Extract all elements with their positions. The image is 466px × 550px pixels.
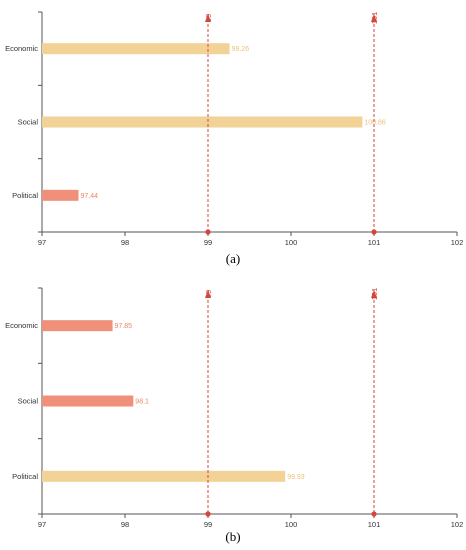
reference-label: 99 — [204, 14, 213, 22]
value-label: 99.93 — [287, 474, 305, 481]
chart-panel-a: 97 98 99 100 101 102 Economic 99.26 Social 100.86… — [5, 11, 464, 266]
x-tick-label: 98 — [121, 238, 129, 247]
reference-label: 101 — [370, 288, 379, 301]
category-label: Social — [18, 118, 39, 127]
reference-arrow-icon — [205, 14, 211, 22]
bar — [42, 116, 363, 128]
reference-label: 99 — [204, 290, 213, 298]
value-label: 100.86 — [364, 120, 386, 127]
reference-marker — [205, 229, 211, 235]
value-label: 97.85 — [115, 323, 133, 330]
value-label: 98.1 — [135, 399, 149, 406]
x-tick-label: 97 — [38, 238, 46, 247]
bar — [42, 320, 113, 332]
bar — [42, 43, 230, 55]
category-label: Political — [12, 472, 38, 481]
x-tick-label: 101 — [368, 238, 381, 247]
x-tick-label: 99 — [204, 238, 212, 247]
reference-arrow-icon — [205, 290, 211, 298]
category-label: Economic — [5, 321, 38, 330]
x-tick-label: 100 — [285, 238, 298, 247]
x-tick-label: 101 — [368, 520, 381, 529]
x-tick-label: 102 — [451, 520, 464, 529]
reference-marker — [205, 511, 211, 517]
category-label: Political — [12, 191, 38, 200]
value-label: 97.44 — [81, 193, 99, 200]
panel-caption: (a) — [226, 251, 240, 266]
bar — [42, 395, 134, 407]
x-tick-label: 100 — [285, 520, 298, 529]
reference-arrow-icon — [371, 290, 377, 298]
x-tick-label: 97 — [38, 520, 46, 529]
category-label: Economic — [5, 44, 38, 53]
x-tick-label: 98 — [121, 520, 129, 529]
reference-label: 101 — [370, 12, 379, 25]
value-label: 99.26 — [232, 46, 250, 53]
panel-caption: (b) — [225, 529, 240, 544]
reference-marker — [371, 229, 377, 235]
x-tick-label: 99 — [204, 520, 212, 529]
chart-panel-b: 97 98 99 100 101 102 Economic 97.85 Social 98.1 Po… — [5, 287, 464, 544]
x-tick-label: 102 — [451, 238, 464, 247]
bar — [42, 470, 286, 482]
reference-marker — [371, 511, 377, 517]
category-label: Social — [18, 397, 39, 406]
bar — [42, 189, 79, 201]
reference-arrow-icon — [371, 14, 377, 22]
